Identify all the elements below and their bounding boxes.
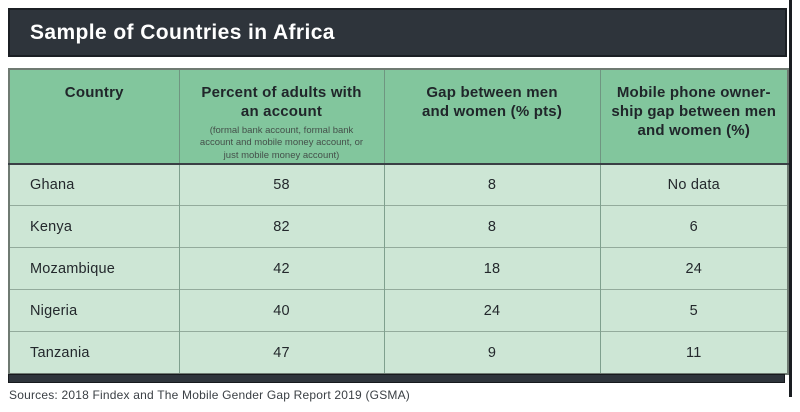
cell-account: 42	[178, 247, 384, 290]
col-header-country: Country	[9, 69, 179, 165]
table-row: Kenya 82 8 6	[9, 205, 788, 248]
cell-gender-gap: 24	[383, 289, 600, 332]
right-edge-border-line	[789, 0, 792, 397]
col-header-account-label: Percent of adults with an account	[201, 84, 362, 120]
cell-account: 82	[178, 205, 384, 248]
cell-gender-gap: 18	[383, 247, 600, 290]
col-header-mobile-gap-label: Mobile phone owner- ship gap between men…	[611, 84, 777, 139]
col-header-gender-gap: Gap between men and women (% pts)	[383, 69, 600, 165]
col-header-account: Percent of adults with an account (forma…	[178, 69, 384, 165]
cell-mobile-gap: 5	[599, 289, 788, 332]
cell-country: Ghana	[9, 163, 179, 206]
table-header: Country Percent of adults with an accoun…	[9, 69, 788, 165]
cell-country: Kenya	[9, 205, 179, 248]
col-header-account-subtext: (formal bank account, formal bank accoun…	[199, 124, 364, 162]
cell-gender-gap: 9	[383, 331, 600, 374]
cell-account: 58	[178, 163, 384, 206]
cell-mobile-gap: 24	[599, 247, 788, 290]
countries-table: Country Percent of adults with an accoun…	[8, 68, 789, 375]
table-row: Mozambique 42 18 24	[9, 247, 788, 290]
sources-note: Sources: 2018 Findex and The Mobile Gend…	[9, 388, 410, 402]
cell-account: 47	[178, 331, 384, 374]
title-bar: Sample of Countries in Africa	[8, 8, 787, 57]
header-row: Country Percent of adults with an accoun…	[9, 69, 788, 165]
table-body: Ghana 58 8 No data Kenya 82 8 6 Mozambiq…	[9, 163, 788, 374]
cell-mobile-gap: 11	[599, 331, 788, 374]
cell-mobile-gap: 6	[599, 205, 788, 248]
cell-gender-gap: 8	[383, 205, 600, 248]
page-title: Sample of Countries in Africa	[30, 20, 335, 44]
bottom-divider-bar	[8, 374, 785, 383]
cell-gender-gap: 8	[383, 163, 600, 206]
cell-country: Tanzania	[9, 331, 179, 374]
table-row: Ghana 58 8 No data	[9, 163, 788, 206]
col-header-mobile-gap: Mobile phone owner- ship gap between men…	[599, 69, 788, 165]
cell-country: Nigeria	[9, 289, 179, 332]
cell-account: 40	[178, 289, 384, 332]
col-header-gender-gap-label: Gap between men and women (% pts)	[421, 84, 563, 120]
col-header-country-label: Country	[64, 84, 124, 101]
table-row: Tanzania 47 9 11	[9, 331, 788, 374]
cell-mobile-gap: No data	[599, 163, 788, 206]
cell-country: Mozambique	[9, 247, 179, 290]
table-row: Nigeria 40 24 5	[9, 289, 788, 332]
